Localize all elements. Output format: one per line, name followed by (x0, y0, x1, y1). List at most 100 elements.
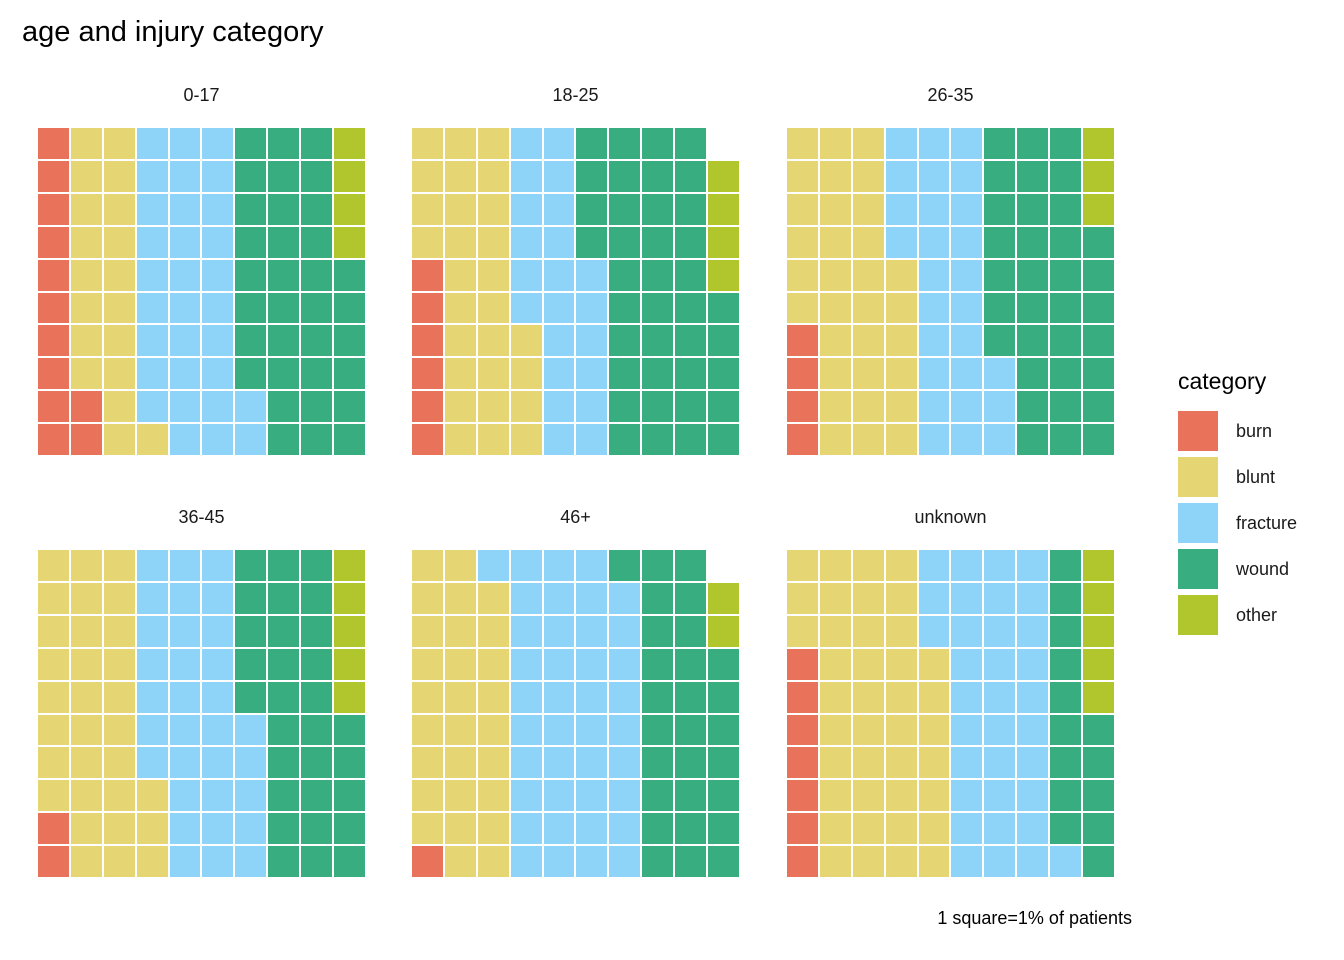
square-blunt (444, 550, 476, 581)
square-fracture (235, 780, 267, 812)
waffle-column (819, 550, 851, 877)
square-wound (1083, 747, 1114, 779)
square-blunt (70, 681, 102, 713)
square-wound (1050, 358, 1082, 390)
square-fracture (609, 813, 641, 845)
square-wound (984, 193, 1016, 225)
legend-key-wound (1178, 549, 1218, 589)
waffle-column (70, 550, 102, 877)
square-fracture (169, 648, 201, 680)
square-blunt (103, 424, 135, 455)
square-wound (268, 226, 300, 258)
waffle-column (38, 550, 69, 877)
square-fracture (918, 358, 950, 390)
square-blunt (852, 292, 884, 324)
square-blunt (787, 128, 818, 159)
square-blunt (412, 681, 443, 713)
square-blunt (444, 160, 476, 192)
square-wound (984, 325, 1016, 357)
square-fracture (169, 780, 201, 812)
square-wound (708, 292, 739, 324)
square-blunt (819, 259, 851, 291)
square-wound (675, 780, 707, 812)
square-wound (268, 780, 300, 812)
legend-label: fracture (1236, 512, 1298, 533)
square-wound (268, 648, 300, 680)
square-wound (708, 325, 739, 357)
square-other (1083, 648, 1114, 680)
square-wound (642, 615, 674, 647)
square-wound (301, 681, 333, 713)
square-blunt (885, 391, 917, 423)
square-blunt (918, 846, 950, 877)
square-burn (38, 813, 69, 845)
square-wound (334, 747, 365, 779)
square-fracture (136, 226, 168, 258)
square-wound (301, 226, 333, 258)
square-wound (268, 259, 300, 291)
square-fracture (235, 846, 267, 877)
waffle-column (1050, 550, 1082, 877)
square-wound (1083, 780, 1114, 812)
square-fracture (169, 424, 201, 455)
waffle-column (136, 550, 168, 877)
square-burn (787, 391, 818, 423)
square-fracture (918, 550, 950, 581)
square-burn (38, 160, 69, 192)
square-fracture (169, 846, 201, 877)
square-wound (675, 846, 707, 877)
waffle-column (169, 550, 201, 877)
square-wound (334, 846, 365, 877)
square-wound (609, 358, 641, 390)
square-fracture (951, 128, 983, 159)
square-fracture (510, 160, 542, 192)
square-blunt (852, 747, 884, 779)
square-wound (708, 648, 739, 680)
square-blunt (444, 193, 476, 225)
waffle-column (235, 128, 267, 455)
square-fracture (984, 747, 1016, 779)
facet-title: 0-17 (183, 85, 220, 105)
square-fracture (984, 681, 1016, 713)
square-blunt (70, 292, 102, 324)
square-blunt (477, 391, 509, 423)
square-wound (1050, 128, 1082, 159)
square-wound (1083, 813, 1114, 845)
square-fracture (984, 550, 1016, 581)
square-blunt (819, 358, 851, 390)
square-fracture (543, 226, 575, 258)
square-wound (675, 550, 707, 581)
square-fracture (576, 582, 608, 614)
waffle-column (642, 550, 674, 877)
waffle-column (169, 128, 201, 455)
square-blunt (70, 160, 102, 192)
square-fracture (136, 582, 168, 614)
square-wound (268, 582, 300, 614)
square-wound (642, 681, 674, 713)
square-blunt (885, 846, 917, 877)
square-blunt (819, 780, 851, 812)
facet-panel-18-25: 18-25 (412, 84, 739, 455)
square-burn (38, 424, 69, 455)
square-fracture (984, 582, 1016, 614)
square-blunt (819, 582, 851, 614)
waffle-column (412, 128, 443, 455)
waffle-column (609, 128, 641, 455)
square-blunt (477, 292, 509, 324)
square-wound (609, 259, 641, 291)
square-blunt (444, 358, 476, 390)
square-fracture (951, 325, 983, 357)
square-wound (675, 391, 707, 423)
square-fracture (202, 358, 234, 390)
square-fracture (169, 226, 201, 258)
waffle-column (642, 128, 674, 455)
legend-key-fracture (1178, 503, 1218, 543)
waffle-grid (787, 550, 1114, 877)
square-fracture (1017, 648, 1049, 680)
square-other (1083, 193, 1114, 225)
waffle-column (852, 128, 884, 455)
square-wound (1050, 714, 1082, 746)
waffle-column (412, 550, 443, 877)
square-wound (984, 226, 1016, 258)
square-wound (235, 681, 267, 713)
